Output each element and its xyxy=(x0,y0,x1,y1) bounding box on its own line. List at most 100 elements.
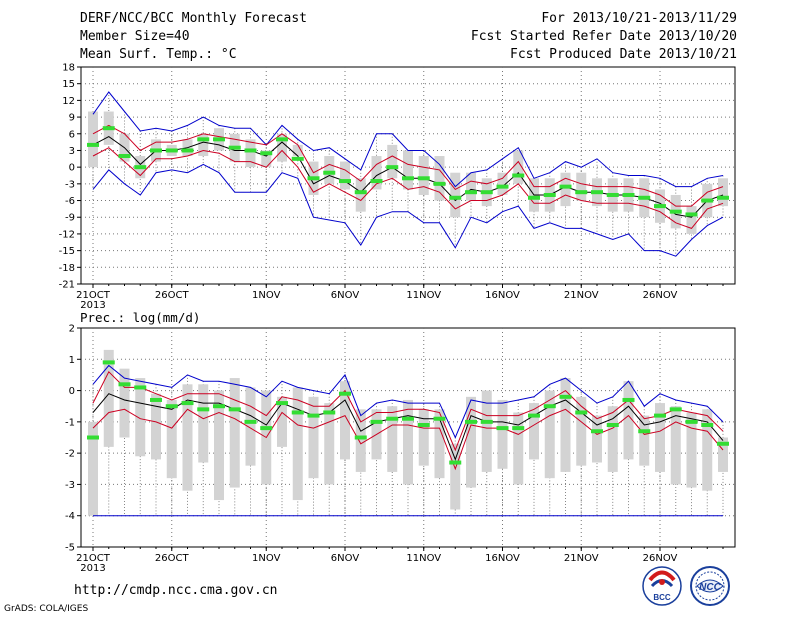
ncc-logo-text: NCC xyxy=(699,582,721,593)
y-tick-label: 3 xyxy=(69,146,75,157)
forecast-marker xyxy=(260,426,273,431)
spread-box xyxy=(544,390,555,479)
spread-box xyxy=(198,384,209,463)
forecast-marker xyxy=(559,394,572,399)
spread-box xyxy=(245,139,256,168)
x-tick-label: 1NOV xyxy=(252,290,281,301)
spread-box xyxy=(686,412,697,488)
spread-box xyxy=(513,412,524,485)
forecast-marker xyxy=(213,137,225,142)
forecast-marker xyxy=(606,422,619,427)
forecast-marker xyxy=(433,181,446,186)
x-tick-label: 26OCT xyxy=(155,553,190,564)
forecast-marker xyxy=(165,148,178,153)
x-tick-label: 1NOV xyxy=(252,553,281,564)
forecast-marker xyxy=(638,429,651,434)
forecast-marker xyxy=(654,204,666,209)
y-tick-label: 18 xyxy=(62,63,75,74)
y-tick-label: -1 xyxy=(65,417,75,428)
source-url[interactable]: http://cmdp.ncc.cma.gov.cn xyxy=(74,583,278,598)
forecast-marker xyxy=(480,190,493,195)
spread-box xyxy=(450,443,461,510)
forecast-marker xyxy=(465,419,477,424)
x-tick-label: 6NOV xyxy=(331,553,360,564)
forecast-marker xyxy=(512,426,525,431)
forecast-marker xyxy=(118,382,131,387)
x-tick-year: 2013 xyxy=(80,563,105,574)
forecast-marker xyxy=(134,165,147,170)
forecast-marker xyxy=(276,401,288,406)
spread-box xyxy=(292,387,303,501)
y-tick-label: 0 xyxy=(69,163,75,174)
spread-box xyxy=(387,406,398,472)
forecast-marker xyxy=(150,148,162,153)
ncc-logo: NCC xyxy=(690,566,730,606)
forecast-marker xyxy=(102,360,115,365)
y-tick-label: 1 xyxy=(69,355,75,366)
forecast-marker xyxy=(228,145,241,150)
forecast-marker xyxy=(701,198,714,203)
forecast-marker xyxy=(339,391,351,396)
forecast-marker xyxy=(559,184,572,189)
forecast-marker xyxy=(543,192,556,197)
forecast-marker xyxy=(417,176,430,181)
envelope-upper-line xyxy=(92,364,724,439)
spread-box xyxy=(576,396,587,466)
spread-box xyxy=(182,384,193,491)
forecast-marker xyxy=(402,176,414,181)
y-tick-label: -3 xyxy=(65,179,75,190)
spread-box xyxy=(371,156,382,190)
forecast-marker xyxy=(260,151,273,156)
y-tick-label: 9 xyxy=(69,113,75,124)
forecast-marker xyxy=(370,419,383,424)
y-tick-label: -12 xyxy=(59,229,75,240)
spread-box xyxy=(135,378,146,457)
x-tick-label: 16NOV xyxy=(485,290,520,301)
spread-box xyxy=(324,156,335,184)
spread-box xyxy=(277,396,287,447)
forecast-marker xyxy=(354,190,367,195)
forecast-marker xyxy=(386,165,399,170)
forecast-marker xyxy=(307,176,320,181)
x-tick-label: 21NOV xyxy=(564,290,599,301)
produced-date: Fcst Produced Date 2013/10/21 xyxy=(510,47,737,62)
spread-box xyxy=(466,396,476,488)
forecast-marker xyxy=(591,190,603,195)
bcc-logo: BCC xyxy=(642,566,682,606)
spread-lower-line xyxy=(92,147,724,229)
spread-box xyxy=(497,399,508,469)
spread-box xyxy=(403,150,413,190)
forecast-marker xyxy=(669,209,682,214)
grads-credit: GrADS: COLA/IGES xyxy=(4,604,89,614)
forecast-marker xyxy=(197,137,210,142)
forecast-marker xyxy=(496,426,509,431)
spread-box xyxy=(718,437,728,472)
spread-box xyxy=(355,178,366,212)
spread-box xyxy=(151,393,161,460)
forecast-marker xyxy=(386,416,399,421)
spread-box xyxy=(308,396,319,479)
forecast-marker xyxy=(654,413,666,418)
spread-upper-line xyxy=(92,370,724,452)
spread-box xyxy=(387,144,398,179)
forecast-marker xyxy=(118,154,131,159)
forecast-marker xyxy=(717,195,729,200)
spread-box xyxy=(434,409,445,479)
forecast-marker xyxy=(638,195,651,200)
spread-box xyxy=(560,172,571,207)
y-tick-label: 0 xyxy=(69,386,75,397)
spread-box xyxy=(686,206,697,234)
spread-box xyxy=(198,133,209,157)
forecast-marker xyxy=(165,404,178,409)
spread-box xyxy=(340,381,350,460)
spread-box xyxy=(576,172,587,201)
forecast-marker xyxy=(685,419,698,424)
spread-box xyxy=(702,409,713,491)
forecast-marker xyxy=(323,170,336,175)
forecast-marker xyxy=(575,190,588,195)
envelope-upper-line xyxy=(92,91,724,188)
forecast-marker xyxy=(528,413,540,418)
forecast-marker xyxy=(606,192,619,197)
